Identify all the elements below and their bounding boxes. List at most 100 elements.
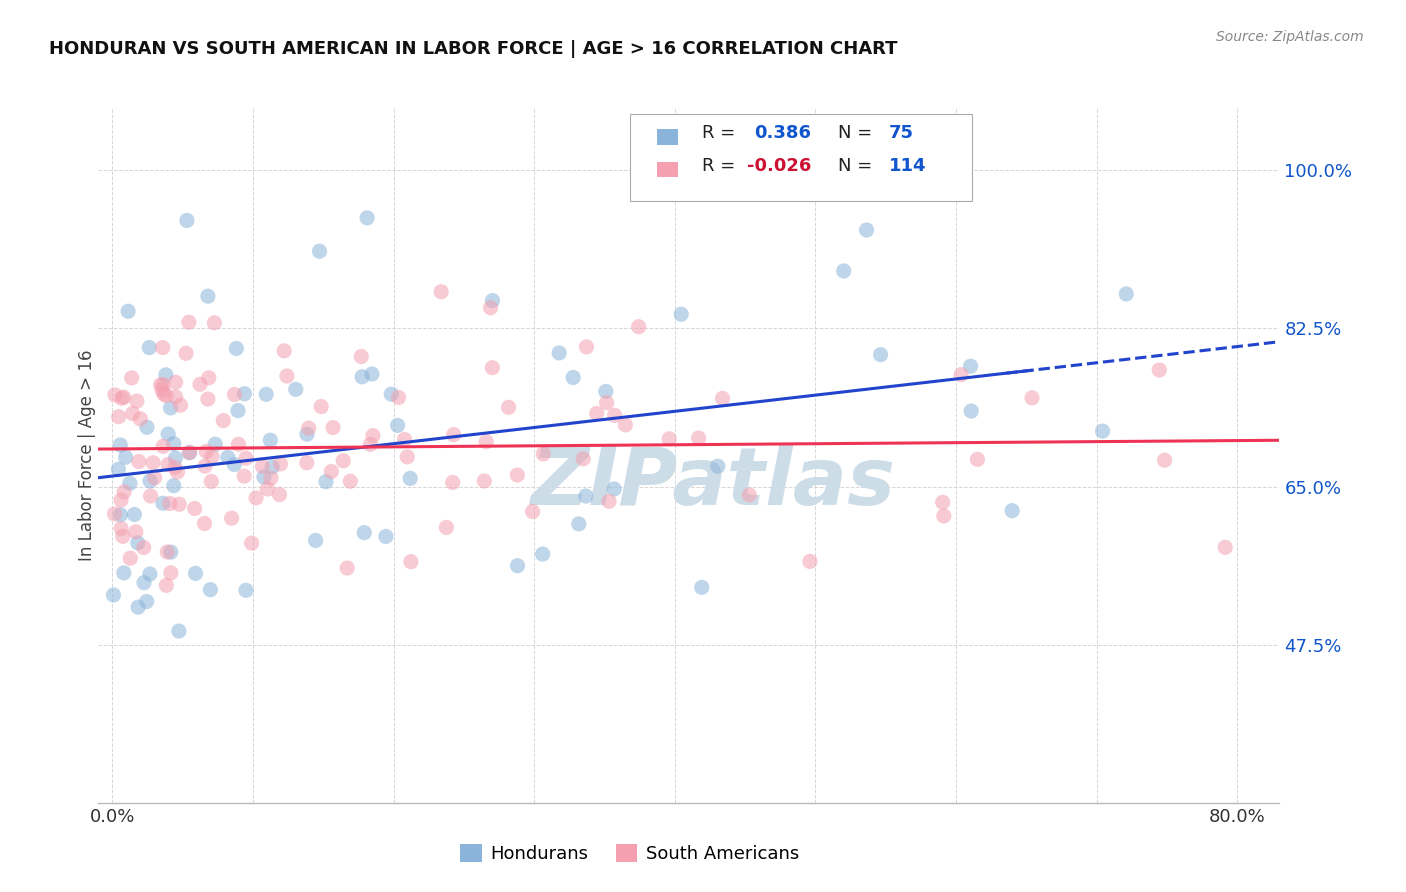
Point	[188, 377, 211, 392]
Point	[152, 496, 174, 510]
Point	[139, 489, 162, 503]
Point	[152, 341, 174, 355]
Point	[339, 474, 361, 488]
Point	[259, 433, 281, 447]
Point	[361, 367, 384, 381]
Point	[799, 554, 821, 568]
Legend: Hondurans, South Americans: Hondurans, South Americans	[453, 837, 807, 871]
Point	[132, 575, 155, 590]
Point	[603, 409, 626, 423]
Point	[235, 451, 257, 466]
Point	[107, 409, 129, 424]
Text: R =: R =	[702, 125, 741, 143]
Point	[240, 536, 263, 550]
Point	[159, 401, 181, 415]
Point	[228, 437, 250, 451]
Point	[548, 346, 571, 360]
Point	[142, 456, 165, 470]
Point	[966, 452, 988, 467]
Point	[595, 384, 617, 399]
Point	[387, 418, 409, 433]
Point	[441, 475, 464, 490]
Point	[399, 471, 422, 485]
Point	[479, 301, 502, 315]
Point	[603, 482, 626, 496]
Point	[224, 458, 246, 472]
Point	[112, 390, 135, 404]
Point	[157, 427, 180, 442]
Point	[139, 566, 162, 581]
Point	[531, 547, 554, 561]
Point	[690, 581, 713, 595]
Point	[103, 588, 125, 602]
Point	[262, 460, 284, 475]
Point	[269, 487, 291, 501]
Point	[156, 545, 179, 559]
Point	[585, 407, 607, 421]
Point	[506, 468, 529, 483]
Point	[387, 391, 409, 405]
Point	[152, 387, 174, 401]
Point	[165, 376, 187, 390]
Point	[212, 414, 235, 428]
Point	[225, 342, 247, 356]
Point	[112, 484, 135, 499]
Point	[233, 386, 256, 401]
Point	[252, 459, 274, 474]
Point	[481, 360, 503, 375]
Point	[1149, 363, 1171, 377]
Point	[598, 494, 620, 508]
Point	[197, 392, 219, 406]
Point	[121, 407, 143, 421]
Point	[160, 566, 183, 580]
Point	[321, 465, 343, 479]
Point	[595, 396, 617, 410]
Point	[308, 244, 330, 259]
Point	[184, 566, 207, 581]
Point	[245, 491, 267, 505]
Point	[127, 536, 149, 550]
Point	[481, 293, 503, 308]
Point	[707, 459, 730, 474]
Point	[226, 403, 249, 417]
Point	[201, 450, 224, 464]
Text: -0.026: -0.026	[747, 157, 811, 175]
Point	[152, 377, 174, 392]
Point	[350, 350, 373, 364]
Point	[202, 316, 225, 330]
Point	[443, 427, 465, 442]
Point	[169, 398, 191, 412]
Point	[174, 346, 197, 360]
Point	[120, 551, 142, 566]
Point	[224, 387, 246, 401]
Point	[200, 475, 222, 489]
Point	[356, 211, 378, 225]
Point	[256, 482, 278, 496]
Point	[396, 450, 419, 464]
Point	[163, 436, 186, 450]
Point	[374, 529, 396, 543]
Point	[121, 371, 143, 385]
Point	[253, 470, 276, 484]
Point	[163, 479, 186, 493]
Point	[298, 421, 321, 435]
Point	[1115, 287, 1137, 301]
Point	[103, 507, 125, 521]
Point	[221, 511, 243, 525]
Text: N =: N =	[838, 125, 877, 143]
Y-axis label: In Labor Force | Age > 16: In Labor Force | Age > 16	[79, 349, 96, 561]
Point	[118, 476, 141, 491]
Text: N =: N =	[838, 157, 877, 175]
Point	[869, 348, 891, 362]
Point	[1001, 504, 1024, 518]
Point	[1213, 541, 1236, 555]
Point	[931, 495, 953, 509]
Point	[273, 343, 295, 358]
Point	[260, 471, 283, 485]
Point	[575, 340, 598, 354]
Bar	[657, 129, 678, 145]
Point	[352, 369, 374, 384]
Point	[163, 460, 186, 475]
Text: 75: 75	[889, 125, 914, 143]
Point	[183, 501, 205, 516]
